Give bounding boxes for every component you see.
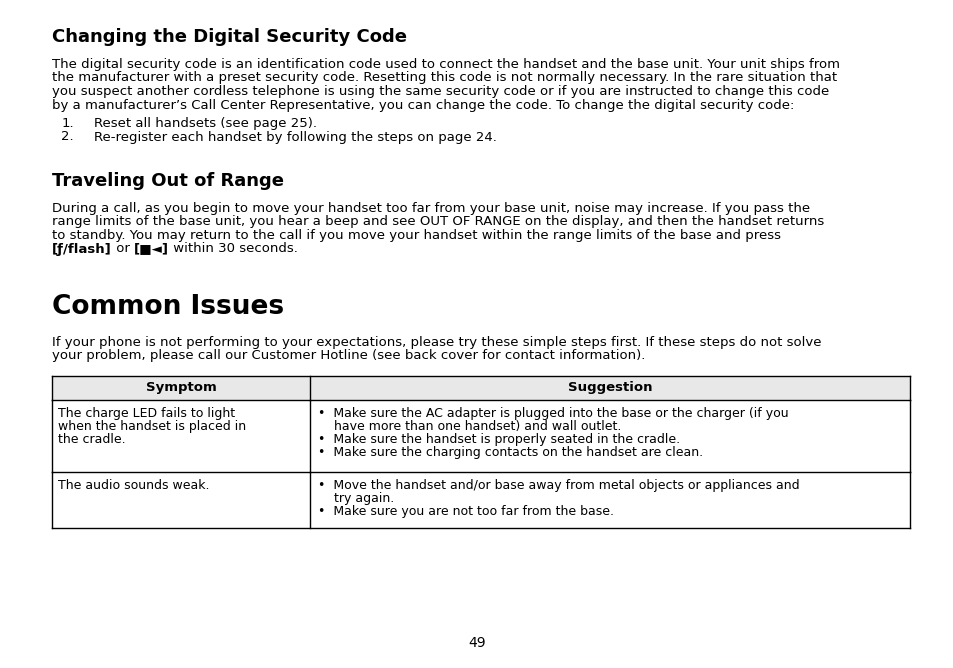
Text: the cradle.: the cradle. (58, 433, 126, 446)
Text: range limits of the base unit, you hear a beep and see OUT OF RANGE on the displ: range limits of the base unit, you hear … (52, 216, 823, 228)
Text: to standby. You may return to the call if you move your handset within the range: to standby. You may return to the call i… (52, 229, 781, 242)
Text: 2.: 2. (61, 130, 74, 144)
Text: the manufacturer with a preset security code. Resetting this code is not normall: the manufacturer with a preset security … (52, 71, 836, 84)
Text: •  Make sure you are not too far from the base.: • Make sure you are not too far from the… (317, 505, 614, 518)
Text: 1.: 1. (61, 117, 74, 130)
Text: Symptom: Symptom (146, 381, 216, 395)
Text: During a call, as you begin to move your handset too far from your base unit, no: During a call, as you begin to move your… (52, 202, 809, 215)
Text: within 30 seconds.: within 30 seconds. (169, 242, 297, 255)
Text: •  Make sure the handset is properly seated in the cradle.: • Make sure the handset is properly seat… (317, 433, 679, 446)
Text: Changing the Digital Security Code: Changing the Digital Security Code (52, 28, 407, 46)
Text: you suspect another cordless telephone is using the same security code or if you: you suspect another cordless telephone i… (52, 85, 828, 98)
FancyBboxPatch shape (52, 376, 909, 400)
Text: Re-register each handset by following the steps on page 24.: Re-register each handset by following th… (94, 130, 497, 144)
Text: your problem, please call our Customer Hotline (see back cover for contact infor: your problem, please call our Customer H… (52, 349, 644, 363)
Text: or: or (112, 242, 133, 255)
Text: If your phone is not performing to your expectations, please try these simple st: If your phone is not performing to your … (52, 336, 821, 349)
Text: [■◄]: [■◄] (133, 242, 169, 255)
Text: •  Make sure the charging contacts on the handset are clean.: • Make sure the charging contacts on the… (317, 446, 702, 459)
Text: Traveling Out of Range: Traveling Out of Range (52, 172, 284, 190)
Text: The audio sounds weak.: The audio sounds weak. (58, 479, 210, 492)
Text: try again.: try again. (317, 492, 394, 505)
Text: Reset all handsets (see page 25).: Reset all handsets (see page 25). (94, 117, 316, 130)
Text: The charge LED fails to light: The charge LED fails to light (58, 407, 234, 420)
Text: •  Make sure the AC adapter is plugged into the base or the charger (if you: • Make sure the AC adapter is plugged in… (317, 407, 788, 420)
Text: when the handset is placed in: when the handset is placed in (58, 420, 246, 433)
Text: by a manufacturer’s Call Center Representative, you can change the code. To chan: by a manufacturer’s Call Center Represen… (52, 98, 794, 112)
Text: [ƒ/flash]: [ƒ/flash] (52, 242, 112, 255)
Text: Suggestion: Suggestion (567, 381, 652, 395)
Text: 49: 49 (468, 636, 485, 650)
Text: have more than one handset) and wall outlet.: have more than one handset) and wall out… (317, 420, 620, 433)
Text: •  Move the handset and/or base away from metal objects or appliances and: • Move the handset and/or base away from… (317, 479, 799, 492)
Text: Common Issues: Common Issues (52, 294, 284, 320)
Text: The digital security code is an identification code used to connect the handset : The digital security code is an identifi… (52, 58, 840, 71)
